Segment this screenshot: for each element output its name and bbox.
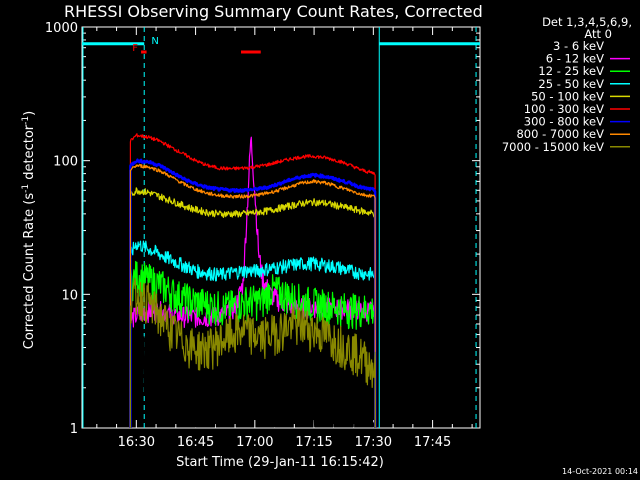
- legend-item-label: 12 - 25 keV: [538, 64, 604, 78]
- series-group: [129, 133, 377, 429]
- y-axis-label-mid: detector: [22, 124, 37, 184]
- y-tick-label: 1: [70, 422, 78, 437]
- series-line-8: [129, 278, 376, 429]
- x-tick-label: 16:30: [118, 435, 155, 450]
- plot-frame: [81, 26, 481, 429]
- legend-item-label: 6 - 12 keV: [546, 52, 604, 66]
- n-marker: N: [151, 36, 158, 47]
- y-axis-label-main: Corrected Count Rate (s: [22, 193, 37, 350]
- legend-header-1: Det 1,3,4,5,6,9,: [542, 15, 632, 29]
- legend-header-2: Att 0: [584, 27, 612, 41]
- y-axis-label-sup1: -1: [21, 184, 31, 193]
- y-axis-label: Corrected Count Rate (s-1 detector-1): [21, 111, 37, 349]
- x-tick-label: 17:45: [414, 435, 451, 450]
- series-line-2: [129, 260, 376, 429]
- series-line-5: [129, 133, 376, 429]
- legend-item-label: 7000 - 15000 keV: [502, 140, 604, 154]
- y-tick-label: 1000: [45, 21, 78, 36]
- legend-item-label: 50 - 100 keV: [531, 89, 604, 103]
- series-line-6: [129, 158, 377, 429]
- y-axis-label-end: ): [22, 111, 37, 116]
- x-tick-label: 17:00: [236, 435, 273, 450]
- series-line-0: [129, 336, 376, 429]
- series-line-4: [129, 187, 376, 429]
- f-marker: F: [132, 43, 138, 54]
- x-tick-label: 17:30: [355, 435, 392, 450]
- y-axis-label-sup2: -1: [21, 116, 31, 125]
- legend-item-label: 100 - 300 keV: [524, 102, 604, 116]
- y-tick-label: 100: [53, 155, 78, 170]
- legend-item-label: 3 - 6 keV: [553, 39, 604, 53]
- legend-item-label: 25 - 50 keV: [538, 77, 604, 91]
- series-line-7: [129, 163, 376, 429]
- series-line-3: [129, 240, 376, 429]
- legend-item-label: 300 - 800 keV: [524, 115, 604, 129]
- x-tick-label: 16:45: [177, 435, 214, 450]
- axes: 1 10 100 1000 16:30 16:45 17:00 17:15 17:30 17:45: [45, 21, 481, 450]
- footer-date: 14-Oct-2021 00:14: [562, 467, 638, 476]
- legend-item-label: 800 - 7000 keV: [516, 127, 604, 141]
- y-tick-label: 10: [61, 288, 78, 303]
- chart-title: RHESSI Observing Summary Count Rates, Co…: [64, 2, 483, 21]
- x-axis-label: Start Time (29-Jan-11 16:15:42): [176, 455, 384, 470]
- x-tick-label: 17:15: [295, 435, 332, 450]
